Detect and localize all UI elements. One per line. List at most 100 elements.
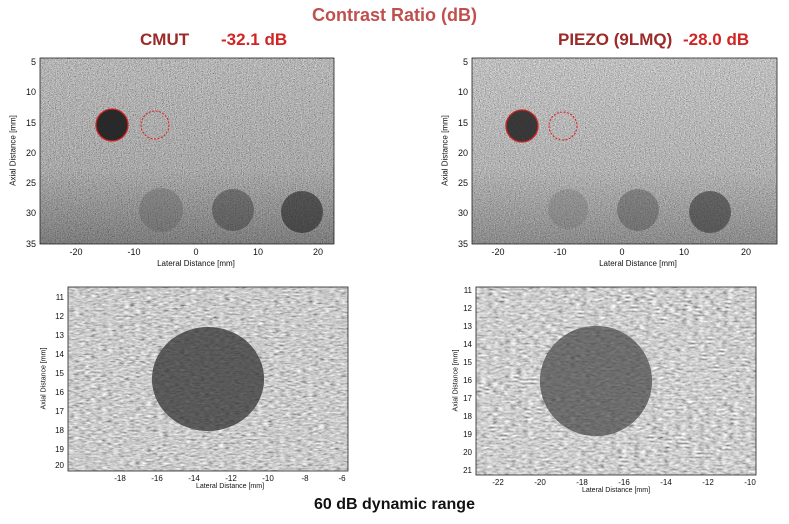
svg-text:21: 21 bbox=[463, 466, 472, 475]
svg-text:-14: -14 bbox=[660, 478, 672, 487]
svg-text:-10: -10 bbox=[127, 247, 140, 257]
svg-text:20: 20 bbox=[458, 148, 468, 158]
svg-text:19: 19 bbox=[463, 430, 472, 439]
cmut-overview-y-axis-label: Axial Distance [mm] bbox=[8, 115, 18, 186]
svg-text:10: 10 bbox=[679, 247, 689, 257]
svg-text:0: 0 bbox=[619, 247, 624, 257]
svg-text:20: 20 bbox=[463, 448, 472, 457]
svg-text:19: 19 bbox=[55, 445, 64, 454]
svg-text:30: 30 bbox=[26, 208, 36, 218]
piezo-zoom-y-ticks: 11 12 13 14 15 16 17 18 19 20 21 bbox=[463, 286, 472, 475]
svg-text:35: 35 bbox=[458, 239, 468, 249]
svg-text:-12: -12 bbox=[225, 474, 237, 483]
cmut-roi-outside bbox=[140, 110, 170, 140]
svg-text:25: 25 bbox=[26, 178, 36, 188]
svg-text:-18: -18 bbox=[114, 474, 126, 483]
svg-text:18: 18 bbox=[55, 426, 64, 435]
svg-text:5: 5 bbox=[31, 57, 36, 67]
svg-text:20: 20 bbox=[741, 247, 751, 257]
piezo-cyst-large bbox=[506, 110, 538, 142]
piezo-zoom-cyst bbox=[540, 326, 652, 436]
svg-text:10: 10 bbox=[253, 247, 263, 257]
cmut-overview-image: 5 10 15 20 25 30 35 -20 -10 0 10 20 bbox=[26, 57, 335, 257]
svg-text:12: 12 bbox=[55, 312, 64, 321]
cmut-lesion-2 bbox=[212, 189, 254, 231]
svg-text:11: 11 bbox=[464, 286, 473, 295]
piezo-lesion-1 bbox=[548, 189, 588, 229]
svg-text:13: 13 bbox=[55, 331, 64, 340]
cmut-zoom-cyst bbox=[152, 327, 264, 431]
svg-text:12: 12 bbox=[463, 304, 472, 313]
svg-text:-18: -18 bbox=[576, 478, 588, 487]
main-title: Contrast Ratio (dB) bbox=[312, 5, 477, 25]
piezo-label: PIEZO (9LMQ) bbox=[558, 30, 673, 49]
cmut-zoom-image: 11 12 13 14 15 16 17 18 19 20 -18 -16 -1… bbox=[55, 286, 349, 483]
cmut-lesion-1 bbox=[139, 188, 183, 232]
cmut-zoom-panel: 11 12 13 14 15 16 17 18 19 20 -18 -16 -1… bbox=[30, 283, 350, 495]
svg-text:-16: -16 bbox=[618, 478, 630, 487]
svg-text:-8: -8 bbox=[301, 474, 309, 483]
cmut-zoom-x-ticks: -18 -16 -14 -12 -10 -8 -6 bbox=[114, 474, 346, 483]
cmut-lesion-3 bbox=[281, 191, 323, 233]
svg-text:-6: -6 bbox=[338, 474, 346, 483]
svg-text:15: 15 bbox=[458, 118, 468, 128]
svg-text:20: 20 bbox=[55, 461, 64, 470]
svg-text:20: 20 bbox=[26, 148, 36, 158]
piezo-lesion-2 bbox=[617, 189, 659, 231]
cmut-overview-panel: 5 10 15 20 25 30 35 -20 -10 0 10 20 Axia… bbox=[6, 52, 336, 272]
svg-text:14: 14 bbox=[463, 340, 472, 349]
cmut-zoom-y-axis-label: Axial Distance [mm] bbox=[40, 347, 48, 410]
piezo-overview-x-axis-label: Lateral Distance [mm] bbox=[599, 259, 677, 268]
piezo-lesion-3 bbox=[689, 191, 731, 233]
svg-text:-20: -20 bbox=[69, 247, 82, 257]
cmut-overview-x-ticks: -20 -10 0 10 20 bbox=[69, 247, 323, 257]
svg-text:-10: -10 bbox=[262, 474, 274, 483]
svg-text:20: 20 bbox=[313, 247, 323, 257]
svg-text:25: 25 bbox=[458, 178, 468, 188]
piezo-zoom-x-ticks: -22 -20 -18 -16 -14 -12 -10 bbox=[492, 478, 756, 487]
cmut-overview-y-ticks: 5 10 15 20 25 30 35 bbox=[26, 57, 36, 249]
svg-text:-20: -20 bbox=[491, 247, 504, 257]
cmut-roi-inside bbox=[95, 108, 129, 142]
svg-text:17: 17 bbox=[55, 407, 64, 416]
piezo-roi-inside bbox=[505, 109, 539, 143]
piezo-overview-image: 5 10 15 20 25 30 35 -20 -10 0 10 20 bbox=[458, 57, 778, 257]
piezo-overview-y-axis-label: Axial Distance [mm] bbox=[440, 115, 450, 186]
svg-text:-10: -10 bbox=[744, 478, 756, 487]
svg-text:15: 15 bbox=[26, 118, 36, 128]
svg-text:15: 15 bbox=[55, 369, 64, 378]
piezo-roi-outside bbox=[548, 111, 578, 141]
cmut-label: CMUT bbox=[140, 30, 190, 49]
svg-text:0: 0 bbox=[193, 247, 198, 257]
svg-text:30: 30 bbox=[458, 208, 468, 218]
svg-text:17: 17 bbox=[463, 394, 472, 403]
svg-text:15: 15 bbox=[463, 358, 472, 367]
svg-text:-14: -14 bbox=[188, 474, 200, 483]
piezo-overview-panel: 5 10 15 20 25 30 35 -20 -10 0 10 20 Axia… bbox=[438, 52, 783, 272]
svg-text:-10: -10 bbox=[553, 247, 566, 257]
cmut-cyst-large bbox=[96, 109, 128, 141]
svg-text:13: 13 bbox=[463, 322, 472, 331]
piezo-overview-x-ticks: -20 -10 0 10 20 bbox=[491, 247, 751, 257]
cmut-ratio: -32.1 dB bbox=[221, 30, 288, 49]
svg-text:-16: -16 bbox=[151, 474, 163, 483]
svg-text:16: 16 bbox=[55, 388, 64, 397]
dynamic-range-caption: 60 dB dynamic range bbox=[314, 496, 475, 513]
piezo-zoom-x-axis-label: Lateral Distance [mm] bbox=[581, 487, 651, 494]
svg-text:-22: -22 bbox=[492, 478, 504, 487]
svg-text:-12: -12 bbox=[702, 478, 714, 487]
svg-text:5: 5 bbox=[463, 57, 468, 67]
piezo-ratio: -28.0 dB bbox=[683, 30, 750, 49]
piezo-zoom-image: 11 12 13 14 15 16 17 18 19 20 21 -22 -20… bbox=[463, 286, 757, 487]
svg-text:-20: -20 bbox=[534, 478, 546, 487]
cmut-overview-x-axis-label: Lateral Distance [mm] bbox=[157, 259, 235, 268]
svg-text:16: 16 bbox=[463, 376, 472, 385]
piezo-zoom-y-axis-label: Axial Distance [mm] bbox=[452, 349, 460, 412]
svg-text:10: 10 bbox=[26, 87, 36, 97]
cmut-zoom-y-ticks: 11 12 13 14 15 16 17 18 19 20 bbox=[55, 293, 64, 470]
svg-text:35: 35 bbox=[26, 239, 36, 249]
svg-text:10: 10 bbox=[458, 87, 468, 97]
svg-text:11: 11 bbox=[56, 293, 65, 302]
piezo-zoom-panel: 11 12 13 14 15 16 17 18 19 20 21 -22 -20… bbox=[446, 283, 766, 495]
svg-text:14: 14 bbox=[55, 350, 64, 359]
